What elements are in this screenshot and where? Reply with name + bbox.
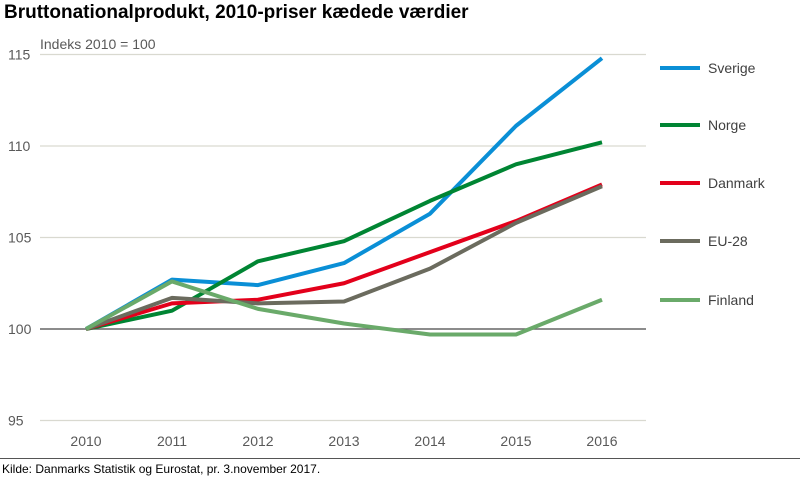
y-tick-label: 95 xyxy=(8,413,24,429)
chart-title: Bruttonationalprodukt, 2010-priser kæded… xyxy=(4,2,469,23)
x-tick-label: 2014 xyxy=(414,433,445,449)
y-tick-label: 105 xyxy=(8,230,32,246)
series-line-finland xyxy=(85,279,603,337)
index-note: Indeks 2010 = 100 xyxy=(40,36,156,52)
series-line-eu-28 xyxy=(85,184,603,331)
source-note: Kilde: Danmarks Statistik og Eurostat, p… xyxy=(2,462,321,476)
x-tick-label: 2010 xyxy=(70,433,101,449)
x-tick-label: 2011 xyxy=(157,433,187,449)
legend-label: Finland xyxy=(708,292,754,308)
divider xyxy=(0,458,800,459)
series-line-norge xyxy=(85,140,603,331)
legend-label: Sverige xyxy=(708,60,756,76)
x-tick-label: 2015 xyxy=(500,433,531,449)
legend-label: EU-28 xyxy=(708,233,748,249)
y-tick-label: 110 xyxy=(8,138,31,154)
series-line-danmark xyxy=(85,182,603,331)
y-tick-label: 100 xyxy=(8,321,32,337)
x-tick-label: 2016 xyxy=(586,433,617,449)
legend-label: Danmark xyxy=(708,175,766,191)
x-tick-label: 2013 xyxy=(328,433,359,449)
legend-label: Norge xyxy=(708,117,746,133)
y-tick-label: 115 xyxy=(8,47,31,63)
x-tick-label: 2012 xyxy=(242,433,273,449)
